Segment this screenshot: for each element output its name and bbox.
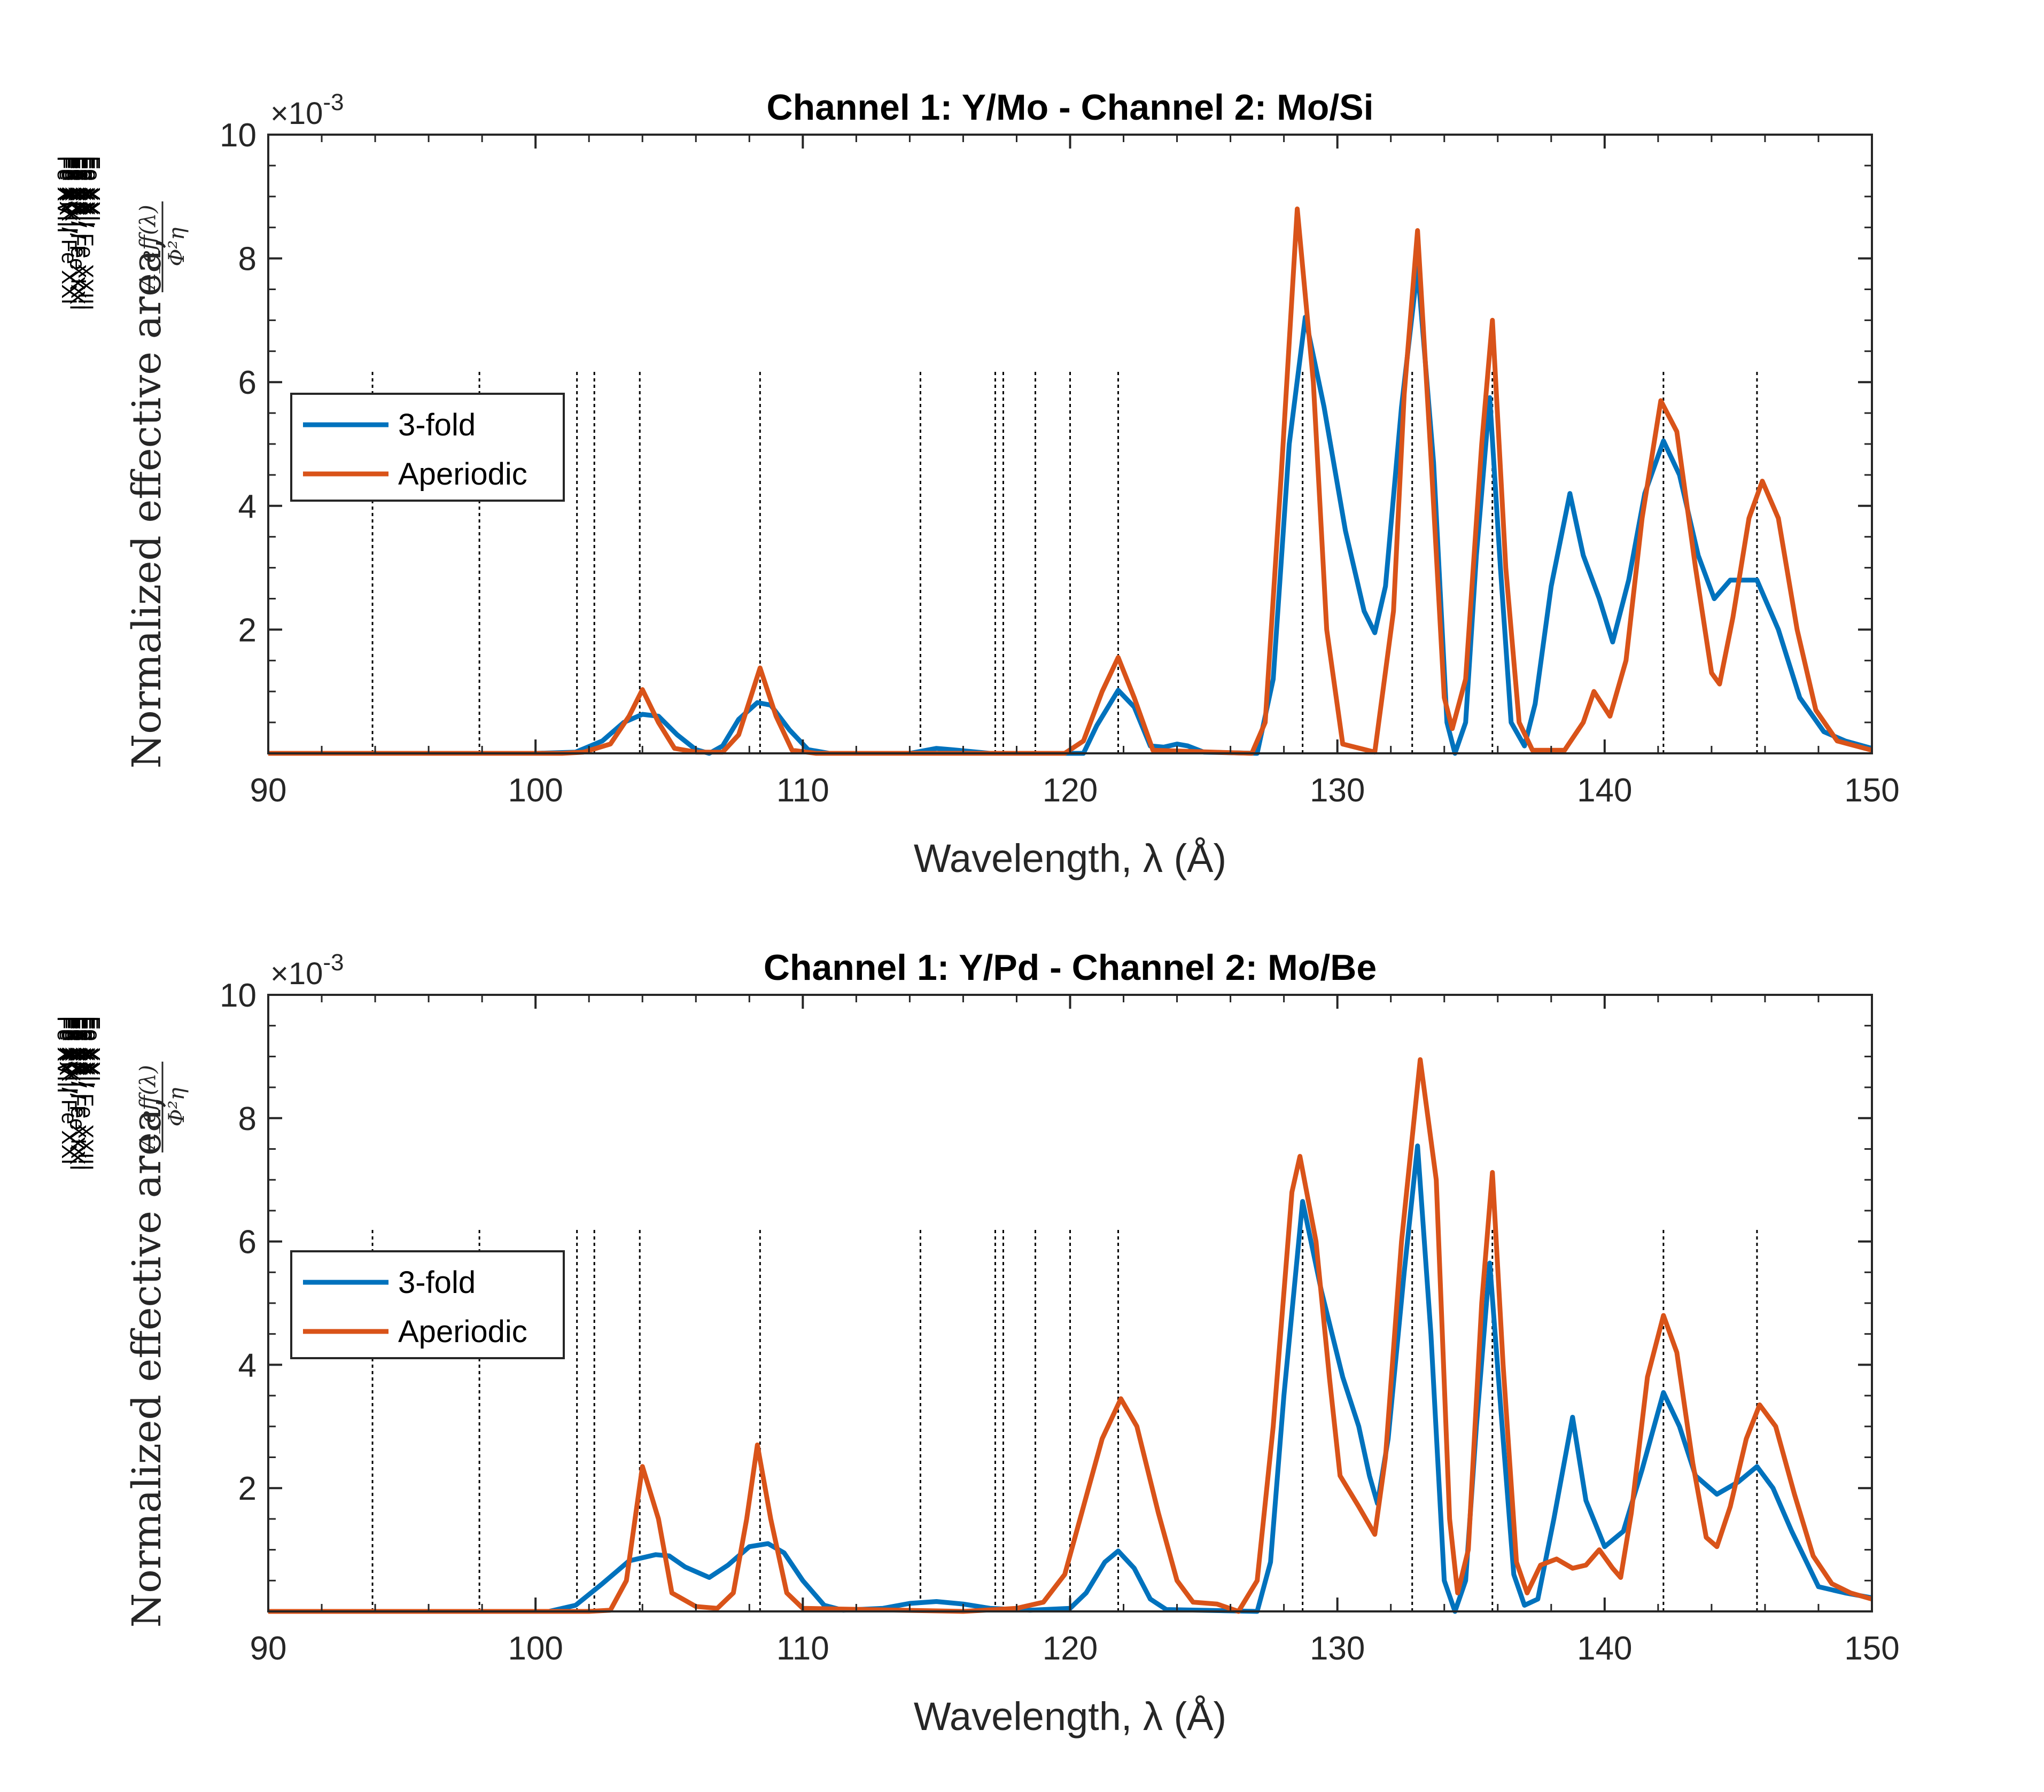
y-tick-label: 2 bbox=[238, 1470, 257, 1507]
emission-line-label: Fe XXII / Fe XXI bbox=[65, 1016, 89, 1171]
x-tick-label: 130 bbox=[1310, 1630, 1365, 1667]
emission-line-label: Fe XXI bbox=[81, 156, 104, 221]
x-tick-label: 120 bbox=[1043, 772, 1098, 809]
fraction-numerator: A_eff(λ) bbox=[136, 1065, 160, 1151]
emission-line-label: Fe XIX bbox=[60, 1016, 84, 1081]
emission-line-label: Fe XIX / Fe XXI bbox=[57, 156, 81, 305]
emission-line-label: Fe XXI bbox=[72, 156, 95, 221]
emission-line-label: Fe XXII bbox=[75, 1016, 99, 1087]
x-tick-label: 120 bbox=[1043, 1630, 1098, 1667]
legend-entry: 3-fold bbox=[398, 408, 476, 442]
emission-line-label: Fe XXI bbox=[79, 1016, 102, 1081]
x-axis-label: Wavelength, λ (Å) bbox=[914, 1694, 1226, 1739]
fraction-denominator: Φ²η bbox=[165, 228, 189, 267]
emission-line-label: Fe XVIII bbox=[53, 156, 76, 233]
y-axis-fraction: A_eff(λ) Φ²η bbox=[136, 201, 189, 292]
emission-line-label: Fe XIX / Fe XXI bbox=[57, 1016, 81, 1165]
emission-line-label: Fe XIX bbox=[60, 156, 84, 221]
chart-title: Channel 1: Y/Pd - Channel 2: Mo/Be bbox=[764, 947, 1377, 988]
series-line-3-fold bbox=[268, 1143, 1872, 1614]
y-tick-label: 8 bbox=[238, 241, 257, 278]
emission-line-label: Fe XX / Fe XIX bbox=[66, 1016, 90, 1159]
x-tick-label: 100 bbox=[508, 772, 563, 809]
y-tick-label: 10 bbox=[220, 117, 257, 154]
emission-line-label: Fe XX / Fe XIX bbox=[66, 156, 90, 299]
legend-box bbox=[290, 393, 565, 502]
emission-line-label: Fe XVIII bbox=[58, 156, 82, 233]
emission-line-label: Fe XVIII bbox=[58, 1016, 82, 1094]
emission-line-label: Fe XXI bbox=[79, 156, 102, 221]
legend: 3-fold Aperiodic bbox=[290, 393, 565, 502]
legend-entry: Aperiodic bbox=[398, 1314, 527, 1349]
legend: 3-fold Aperiodic bbox=[290, 1250, 565, 1359]
emission-line-label: Fe XXII bbox=[64, 1016, 87, 1087]
emission-line-label: Fe XX bbox=[68, 156, 91, 215]
x-tick-label: 140 bbox=[1577, 1630, 1632, 1667]
x-tick-label: 100 bbox=[508, 1630, 563, 1667]
emission-line-label: Fe XXII / Fe XXI bbox=[65, 156, 89, 310]
y-axis-fraction: A_eff(λ) Φ²η bbox=[136, 1062, 189, 1152]
y-tick-label: 6 bbox=[238, 364, 257, 401]
y-axis-label: Normalized effective area, bbox=[124, 237, 170, 768]
chart-title: Channel 1: Y/Mo - Channel 2: Mo/Si bbox=[767, 87, 1374, 128]
emission-line-label: Fe XX bbox=[68, 1016, 91, 1076]
emission-line-label: Fe XXI bbox=[72, 1016, 95, 1081]
emission-line-label: Fe XXII bbox=[64, 156, 87, 227]
legend-entry: Aperiodic bbox=[398, 457, 527, 492]
series-line-aperiodic bbox=[268, 206, 1873, 756]
x-tick-label: 130 bbox=[1310, 772, 1365, 809]
x-tick-label: 90 bbox=[250, 772, 287, 809]
fraction-denominator: Φ²η bbox=[165, 1088, 189, 1127]
y-tick-label: 4 bbox=[238, 488, 257, 525]
emission-line-label: Fe XX / Fe XXIII bbox=[74, 156, 97, 310]
y-axis-label: Normalized effective area, bbox=[124, 1096, 170, 1627]
emission-line-label: Fe XXI bbox=[55, 156, 79, 221]
emission-line-label: Fe XXI bbox=[55, 1016, 79, 1081]
y-tick-label: 2 bbox=[238, 612, 257, 649]
x-tick-label: 90 bbox=[250, 1630, 287, 1667]
x-axis-label: Wavelength, λ (Å) bbox=[914, 836, 1226, 881]
emission-line-label: Fe XXI bbox=[81, 1016, 104, 1081]
y-tick-label: 8 bbox=[238, 1101, 257, 1137]
y-multiplier: ×10-3 bbox=[270, 949, 344, 991]
x-tick-label: 150 bbox=[1844, 1630, 1899, 1667]
emission-line-label: Fe XVIII bbox=[53, 1016, 76, 1094]
series-line-aperiodic bbox=[268, 1057, 1873, 1614]
y-tick-label: 6 bbox=[238, 1224, 257, 1261]
y-tick-label: 10 bbox=[220, 977, 257, 1014]
emission-line-label: Fe XX / Fe XXIII bbox=[74, 1016, 97, 1171]
y-tick-label: 4 bbox=[238, 1347, 257, 1384]
fraction-numerator: A_eff(λ) bbox=[136, 205, 160, 291]
x-tick-label: 110 bbox=[776, 772, 829, 809]
legend-box bbox=[290, 1250, 565, 1359]
legend-entry: 3-fold bbox=[398, 1265, 476, 1300]
x-tick-label: 140 bbox=[1577, 772, 1632, 809]
x-tick-label: 150 bbox=[1844, 772, 1899, 809]
x-tick-label: 110 bbox=[776, 1630, 829, 1667]
y-multiplier: ×10-3 bbox=[270, 89, 344, 131]
emission-line-label: Fe XXII bbox=[75, 156, 99, 227]
